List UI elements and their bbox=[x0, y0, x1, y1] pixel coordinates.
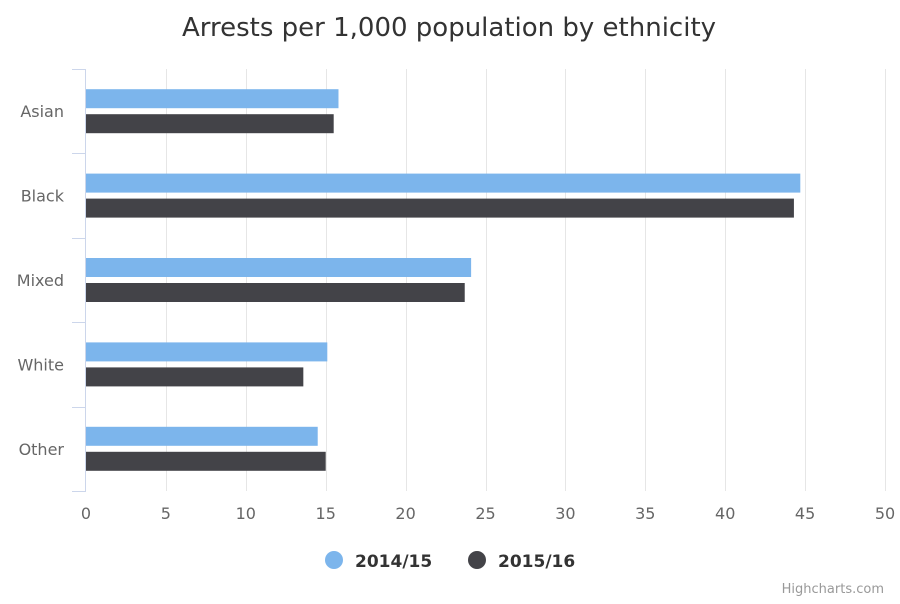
bar-2014-15[interactable] bbox=[86, 342, 328, 362]
y-tick-label: Other bbox=[19, 440, 65, 459]
x-tick-label: 50 bbox=[875, 504, 895, 523]
y-tick-labels: Asian Black Mixed White Other bbox=[17, 102, 65, 459]
y-tick-label: Black bbox=[21, 187, 65, 206]
x-tick-label: 0 bbox=[81, 504, 91, 523]
x-tick-label: 10 bbox=[236, 504, 256, 523]
bars bbox=[86, 89, 801, 471]
bar-2014-15[interactable] bbox=[86, 89, 339, 109]
credits-link[interactable]: Highcharts.com bbox=[782, 582, 884, 597]
bar-2014-15[interactable] bbox=[86, 173, 801, 193]
x-tick-label: 45 bbox=[795, 504, 815, 523]
x-tick-labels: 0 5 10 15 20 25 30 35 40 45 50 bbox=[81, 504, 895, 523]
legend-item-label[interactable]: 2014/15 bbox=[355, 552, 432, 572]
bar-2014-15[interactable] bbox=[86, 426, 318, 446]
x-tick-label: 25 bbox=[475, 504, 495, 523]
bar-2015-16[interactable] bbox=[86, 367, 304, 387]
x-tick-label: 35 bbox=[635, 504, 655, 523]
bar-2015-16[interactable] bbox=[86, 114, 334, 134]
x-tick-label: 20 bbox=[395, 504, 415, 523]
y-tick-label: Mixed bbox=[17, 271, 64, 290]
legend-item-label[interactable]: 2015/16 bbox=[498, 552, 575, 572]
x-tick-label: 40 bbox=[715, 504, 735, 523]
y-axis bbox=[72, 69, 86, 492]
x-tick-label: 30 bbox=[555, 504, 575, 523]
legend: 2014/15 2015/16 bbox=[325, 551, 575, 572]
y-tick-label: White bbox=[17, 355, 64, 374]
x-tick-label: 5 bbox=[161, 504, 171, 523]
chart-title: Arrests per 1,000 population by ethnicit… bbox=[182, 13, 716, 43]
y-tick-label: Asian bbox=[20, 102, 64, 121]
x-tick-label: 15 bbox=[316, 504, 336, 523]
legend-symbol[interactable] bbox=[325, 551, 343, 569]
bar-2014-15[interactable] bbox=[86, 258, 472, 277]
grid-lines bbox=[166, 69, 886, 491]
legend-symbol[interactable] bbox=[468, 551, 486, 569]
bar-2015-16[interactable] bbox=[86, 283, 465, 302]
bar-2015-16[interactable] bbox=[86, 198, 794, 218]
bar-2015-16[interactable] bbox=[86, 451, 326, 471]
